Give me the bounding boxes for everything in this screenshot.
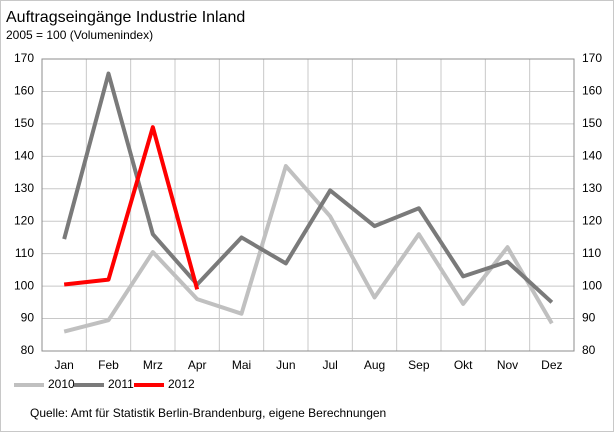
y-tick-label: 130 xyxy=(14,181,34,195)
x-tick-label: Apr xyxy=(188,358,207,372)
y-tick-label: 160 xyxy=(14,84,34,98)
y2-tick-label: 110 xyxy=(582,246,601,260)
x-tick-label: Nov xyxy=(497,358,518,372)
x-tick-label: Dez xyxy=(541,358,562,372)
x-tick-label: Mrz xyxy=(143,358,163,372)
legend-label: 2011 xyxy=(108,377,134,391)
y2-tick-label: 80 xyxy=(582,343,596,357)
series-line xyxy=(62,71,554,304)
y2-tick-label: 90 xyxy=(582,311,596,325)
y-tick-label: 120 xyxy=(14,213,34,227)
y2-tick-label: 170 xyxy=(582,51,602,65)
x-tick-label: Feb xyxy=(98,358,119,372)
y2-tick-label: 130 xyxy=(582,181,602,195)
y-tick-label: 150 xyxy=(14,116,34,130)
x-tick-label: Jan xyxy=(54,358,73,372)
legend-label: 2012 xyxy=(168,377,195,391)
y-tick-label: 170 xyxy=(14,51,34,65)
x-tick-label: Jun xyxy=(276,358,295,372)
y-tick-label: 100 xyxy=(14,278,34,292)
y-tick-label: 80 xyxy=(21,343,35,357)
legend-label: 2010 xyxy=(48,377,75,391)
y2-tick-label: 100 xyxy=(582,278,602,292)
x-tick-label: Jul xyxy=(322,358,337,372)
y2-tick-label: 120 xyxy=(582,213,602,227)
y2-tick-label: 150 xyxy=(582,116,602,130)
y-tick-label: 140 xyxy=(14,149,34,163)
series-line xyxy=(63,164,554,334)
x-tick-label: Sep xyxy=(408,358,430,372)
y-tick-label: 110 xyxy=(15,246,34,260)
x-tick-label: Mai xyxy=(232,358,251,372)
x-tick-label: Aug xyxy=(364,358,385,372)
series-line xyxy=(63,125,200,290)
x-tick-label: Okt xyxy=(454,358,473,372)
y-tick-label: 90 xyxy=(21,311,35,325)
plot-border xyxy=(41,58,575,352)
source: Quelle: Amt für Statistik Berlin-Branden… xyxy=(30,406,386,420)
chart-title: Auftragseingänge Industrie Inland xyxy=(6,9,245,26)
y2-tick-label: 160 xyxy=(582,84,602,98)
y2-tick-label: 140 xyxy=(582,149,602,163)
chart-subtitle: 2005 = 100 (Volumenindex) xyxy=(6,28,153,42)
